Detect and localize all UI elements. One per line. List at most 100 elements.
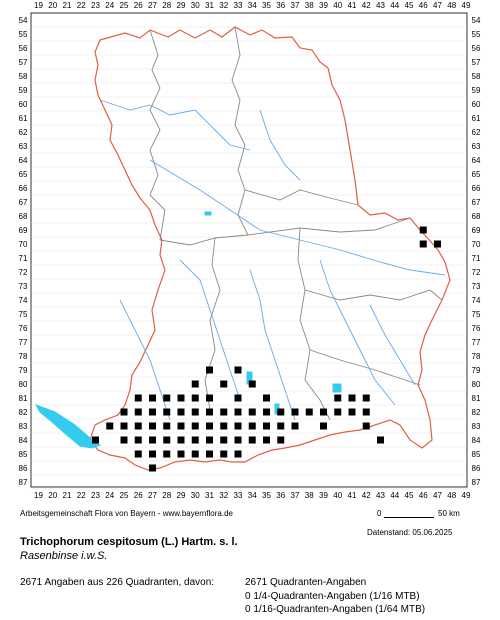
y-tick-left: 82 xyxy=(18,407,28,417)
occurrence-square xyxy=(149,394,156,402)
x-tick-top: 19 xyxy=(34,1,43,10)
occurrence-square xyxy=(191,450,199,458)
occurrence-square xyxy=(291,408,299,416)
y-tick-left: 65 xyxy=(18,169,28,179)
x-tick-bottom: 46 xyxy=(418,491,428,500)
occurrence-square xyxy=(149,422,156,430)
occurrence-square xyxy=(291,422,299,430)
occurrence-square xyxy=(277,408,285,416)
x-tick-bottom: 49 xyxy=(461,491,471,500)
y-tick-right: 67 xyxy=(471,197,481,207)
y-tick-left: 81 xyxy=(18,393,28,403)
x-tick-top: 28 xyxy=(162,1,172,10)
y-tick-right: 84 xyxy=(471,435,481,445)
occurrence-square xyxy=(149,464,156,472)
x-tick-bottom: 32 xyxy=(219,491,229,500)
y-tick-left: 72 xyxy=(18,267,28,277)
lake-constance xyxy=(34,404,102,449)
x-tick-bottom: 41 xyxy=(347,491,357,500)
x-tick-top: 21 xyxy=(62,1,72,10)
occurrence-square xyxy=(234,408,242,416)
occurrence-square xyxy=(305,408,313,416)
map-frame xyxy=(30,12,468,488)
y-tick-right: 74 xyxy=(471,295,481,305)
x-tick-bottom: 27 xyxy=(148,491,157,500)
occurrence-square xyxy=(220,450,228,458)
occurrence-square xyxy=(248,436,256,444)
y-tick-right: 71 xyxy=(471,253,481,263)
stats-sixteenth-quadrant: 0 1/16-Quadranten-Angaben (1/64 MTB) xyxy=(245,604,426,615)
y-tick-left: 63 xyxy=(18,141,28,151)
y-tick-left: 64 xyxy=(18,155,28,165)
credit-line: Arbeitsgemeinschaft Flora von Bayern - w… xyxy=(20,509,233,518)
occurrence-markers xyxy=(92,226,441,472)
y-tick-right: 60 xyxy=(471,99,481,109)
occurrence-square xyxy=(434,240,441,248)
x-tick-top: 49 xyxy=(461,1,471,10)
state-border xyxy=(89,26,451,471)
x-tick-top: 27 xyxy=(148,1,157,10)
y-tick-left: 60 xyxy=(18,99,28,109)
y-tick-left: 56 xyxy=(18,43,28,53)
occurrence-square xyxy=(191,408,199,416)
x-tick-bottom: 25 xyxy=(119,491,129,500)
stats-quarter-quadrant: 0 1/4-Quadranten-Angaben (1/16 MTB) xyxy=(245,591,420,602)
x-tick-top: 32 xyxy=(219,1,229,10)
bavaria-map xyxy=(30,12,468,490)
x-tick-top: 35 xyxy=(262,1,271,10)
y-tick-right: 80 xyxy=(471,379,481,389)
grid-lines xyxy=(31,26,467,490)
x-tick-top: 33 xyxy=(233,1,243,10)
y-tick-right: 70 xyxy=(471,239,481,249)
x-tick-bottom: 45 xyxy=(404,491,414,500)
y-tick-left: 77 xyxy=(18,337,28,347)
occurrence-square xyxy=(348,394,356,402)
y-tick-right: 86 xyxy=(471,463,481,473)
y-tick-left: 83 xyxy=(18,421,28,431)
y-tick-right: 72 xyxy=(471,267,481,277)
y-tick-right: 64 xyxy=(471,155,481,165)
y-tick-left: 76 xyxy=(18,323,28,333)
y-tick-right: 79 xyxy=(471,365,481,375)
occurrence-square xyxy=(362,408,370,416)
y-tick-left: 74 xyxy=(18,295,28,305)
y-tick-right: 65 xyxy=(471,169,481,179)
y-tick-right: 55 xyxy=(471,29,481,39)
occurrence-square xyxy=(206,436,213,444)
species-common-name: Rasenbinse i.w.S. xyxy=(20,550,108,562)
occurrence-square xyxy=(263,408,270,416)
occurrence-square xyxy=(362,394,370,402)
occurrence-square xyxy=(220,422,228,430)
scale-start: 0 xyxy=(377,509,382,518)
x-tick-top: 23 xyxy=(91,1,100,10)
occurrence-square xyxy=(234,436,242,444)
y-tick-right: 61 xyxy=(471,113,481,123)
occurrence-square xyxy=(263,394,270,402)
occurrence-square xyxy=(92,436,99,444)
x-tick-bottom: 47 xyxy=(433,491,442,500)
x-tick-bottom: 21 xyxy=(62,491,72,500)
x-tick-bottom: 40 xyxy=(333,491,343,500)
rivers xyxy=(99,99,446,421)
y-tick-left: 68 xyxy=(18,211,28,221)
occurrence-square xyxy=(348,408,356,416)
y-tick-left: 84 xyxy=(18,435,28,445)
occurrence-square xyxy=(206,366,213,374)
occurrence-square xyxy=(149,408,156,416)
occurrence-square xyxy=(134,436,142,444)
y-tick-right: 77 xyxy=(471,337,481,347)
occurrence-square xyxy=(120,422,128,430)
x-tick-top: 34 xyxy=(247,1,257,10)
x-tick-bottom: 30 xyxy=(190,491,200,500)
occurrence-square xyxy=(362,422,370,430)
y-tick-right: 54 xyxy=(471,15,481,25)
x-tick-bottom: 33 xyxy=(233,491,243,500)
x-tick-bottom: 29 xyxy=(176,491,186,500)
x-tick-top: 48 xyxy=(447,1,457,10)
y-tick-left: 58 xyxy=(18,71,28,81)
y-tick-left: 70 xyxy=(18,239,28,249)
x-tick-bottom: 26 xyxy=(133,491,143,500)
y-tick-right: 75 xyxy=(471,309,481,319)
occurrence-square xyxy=(163,408,171,416)
